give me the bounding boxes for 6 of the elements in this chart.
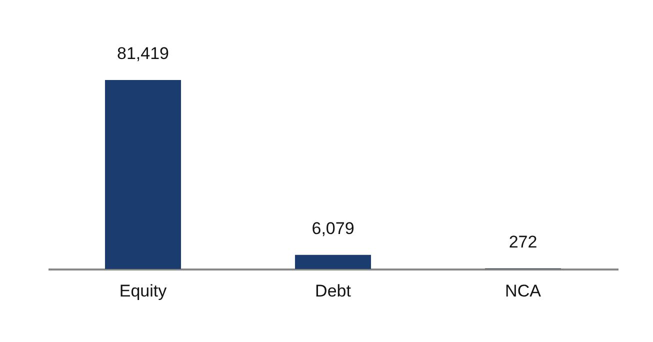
x-tick-label: Equity [119, 282, 168, 300]
x-tick-label: Debt [315, 282, 352, 300]
data-label: 272 [508, 232, 538, 252]
x-tick-label: NCA [505, 282, 542, 300]
data-label: 81,419 [117, 44, 169, 63]
data-label: 6,079 [312, 218, 354, 238]
